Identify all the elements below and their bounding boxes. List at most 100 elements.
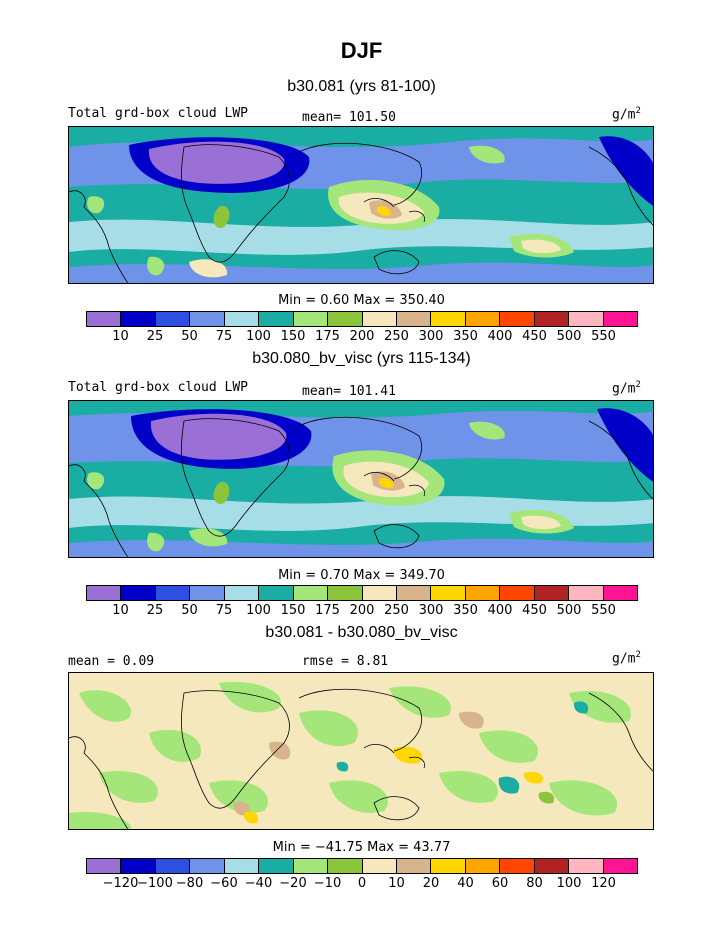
panel-3-rmse-label: rmse = 8.81 <box>302 654 389 669</box>
colorbar-tick-label: −80 <box>175 876 204 891</box>
colorbar-tick-label: 550 <box>591 603 616 618</box>
cbar3-swatch <box>224 859 260 873</box>
panel-2-variable-label: Total grd-box cloud LWP <box>68 380 249 395</box>
cbar1-swatch <box>569 312 604 326</box>
cbar3-swatch <box>396 859 432 873</box>
cbar1-swatch <box>328 312 363 326</box>
cbar3-swatch <box>190 859 225 873</box>
colorbar-tick-label: −20 <box>279 876 307 891</box>
cbar1-swatch <box>121 312 156 326</box>
cbar2-swatch <box>362 586 397 600</box>
colorbar-tick-label: 550 <box>591 329 616 344</box>
cbar3-swatch <box>362 859 397 873</box>
cbar3-swatch <box>465 859 501 873</box>
panel-1-title: b30.081 (yrs 81-100) <box>287 78 436 95</box>
colorbar-tick-label: 20 <box>422 876 440 891</box>
cbar2-swatch <box>224 586 260 600</box>
colorbar-tick-label: 40 <box>457 876 474 891</box>
cbar1-swatch <box>293 312 329 326</box>
cbar2-swatch <box>87 586 122 600</box>
colorbar-tick-label: 200 <box>349 329 375 344</box>
cbar1-swatch <box>362 312 397 326</box>
colorbar-tick-label: −120 <box>102 876 139 891</box>
cbar3-swatch <box>328 859 363 873</box>
cbar2-swatch <box>569 586 604 600</box>
cbar3-swatch <box>431 859 466 873</box>
panel-3-minmax: Min = −41.75 Max = 43.77 <box>272 840 451 855</box>
cbar1-swatch <box>534 312 570 326</box>
cbar2-swatch <box>155 586 191 600</box>
cbar2-swatch <box>465 586 501 600</box>
cbar1-swatch <box>431 312 466 326</box>
cbar1-swatch <box>190 312 225 326</box>
cbar3-swatch <box>155 859 191 873</box>
panel-2-map-svg <box>69 401 653 557</box>
colorbar-tick-label: −100 <box>137 876 173 891</box>
cbar2-swatch <box>500 586 535 600</box>
cbar1-swatch <box>465 312 501 326</box>
colorbar-tick-label: 175 <box>315 329 340 344</box>
panel-3-colorbar <box>86 858 638 874</box>
colorbar-tick-label: 200 <box>349 603 375 618</box>
panel-2-map <box>68 400 654 558</box>
panel-3-map-svg <box>69 673 653 829</box>
colorbar-tick-label: 300 <box>418 329 444 344</box>
colorbar-tick-label: 400 <box>487 329 513 344</box>
colorbar-tick-label: −10 <box>313 876 342 891</box>
cbar3-swatch <box>121 859 156 873</box>
colorbar-tick-label: 450 <box>522 329 547 344</box>
cbar3-swatch <box>500 859 535 873</box>
cbar1-swatch <box>155 312 191 326</box>
panel-2-units: g/m2 <box>612 380 641 397</box>
cbar1-swatch <box>224 312 260 326</box>
cbar2-swatch <box>190 586 225 600</box>
cbar1-swatch <box>87 312 122 326</box>
panel-3-title: b30.081 - b30.080_bv_visc <box>265 624 458 641</box>
colorbar-tick-label: 60 <box>491 876 509 891</box>
colorbar-tick-label: −60 <box>210 876 238 891</box>
colorbar-tick-label: 10 <box>388 876 405 891</box>
panel-3-mean-label: mean = 0.09 <box>68 654 155 669</box>
colorbar-tick-label: 500 <box>556 603 582 618</box>
panel-3-units: g/m2 <box>612 650 641 667</box>
page-title: DJF <box>340 38 383 63</box>
cbar2-swatch <box>328 586 363 600</box>
panel-2-title: b30.080_bv_visc (yrs 115-134) <box>252 350 471 367</box>
colorbar-tick-label: 10 <box>112 603 129 618</box>
colorbar-tick-label: 150 <box>280 329 306 344</box>
cbar3-swatch <box>259 859 294 873</box>
panel-1-map-svg <box>69 127 653 283</box>
colorbar-tick-label: 250 <box>384 329 409 344</box>
colorbar-tick-label: 50 <box>181 329 198 344</box>
cbar3-swatch <box>293 859 329 873</box>
colorbar-tick-label: 100 <box>556 876 582 891</box>
colorbar-tick-label: 0 <box>357 876 367 891</box>
panel-3-map <box>68 672 654 830</box>
panel-1-mean-label: mean= 101.50 <box>302 110 396 125</box>
colorbar-tick-label: 450 <box>522 603 547 618</box>
panel-1-colorbar <box>86 311 638 327</box>
cbar3-swatch <box>534 859 570 873</box>
colorbar-tick-label: −40 <box>244 876 273 891</box>
cbar3-swatch <box>569 859 604 873</box>
cbar2-swatch <box>259 586 294 600</box>
cbar2-swatch <box>534 586 570 600</box>
colorbar-tick-label: 10 <box>112 329 129 344</box>
cbar1-swatch <box>396 312 432 326</box>
colorbar-tick-label: 75 <box>215 603 233 618</box>
colorbar-tick-label: 350 <box>453 329 478 344</box>
cbar1-swatch <box>500 312 535 326</box>
cbar2-swatch <box>293 586 329 600</box>
colorbar-tick-label: 350 <box>453 603 478 618</box>
colorbar-tick-label: 300 <box>418 603 444 618</box>
panel-2-mean-label: mean= 101.41 <box>302 384 396 399</box>
colorbar-tick-label: 175 <box>315 603 340 618</box>
colorbar-tick-label: 400 <box>487 603 513 618</box>
panel-1-variable-label: Total grd-box cloud LWP <box>68 106 249 121</box>
cbar2-swatch <box>603 586 637 600</box>
colorbar-tick-label: 25 <box>146 603 164 618</box>
colorbar-tick-label: 75 <box>215 329 233 344</box>
cbar1-swatch <box>603 312 637 326</box>
colorbar-tick-label: 25 <box>146 329 164 344</box>
panel-2-colorbar <box>86 585 638 601</box>
